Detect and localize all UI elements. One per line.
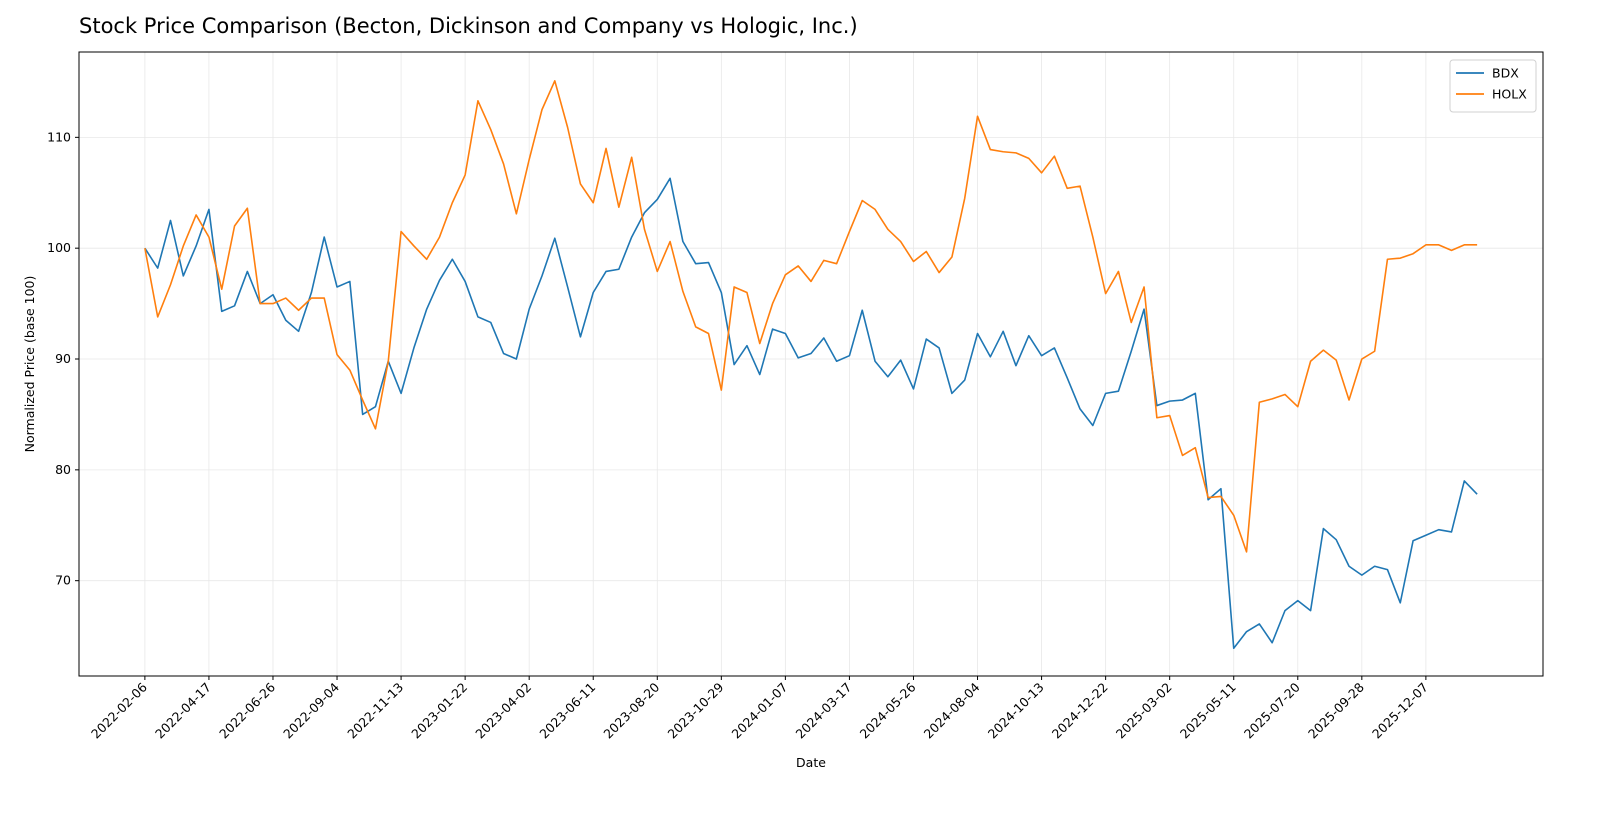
series-line	[144, 80, 1478, 553]
y-tick-label: 110	[47, 129, 71, 144]
chart-title: Stock Price Comparison (Becton, Dickinso…	[79, 14, 858, 38]
x-tick-label: 2025-12-07	[1369, 680, 1431, 742]
x-tick-label: 2023-04-02	[472, 680, 534, 742]
y-axis-label: Normalized Price (base 100)	[22, 276, 37, 453]
x-tick-label: 2025-03-02	[1113, 680, 1175, 742]
x-tick-label: 2023-01-22	[408, 680, 470, 742]
x-tick-label: 2024-03-17	[793, 680, 855, 742]
y-tick-label: 70	[55, 573, 71, 588]
series-line	[144, 177, 1478, 650]
x-tick-label: 2024-10-13	[985, 680, 1047, 742]
y-tick-label: 80	[55, 462, 71, 477]
x-tick-label: 2024-08-04	[921, 679, 983, 741]
y-tick-label: 90	[55, 351, 71, 366]
x-tick-label: 2022-06-26	[216, 679, 278, 741]
x-tick-label: 2023-08-20	[600, 679, 662, 741]
x-axis-label: Date	[796, 755, 826, 770]
x-tick-label: 2022-09-04	[280, 679, 342, 741]
plot-frame	[78, 51, 1544, 677]
x-tick-label: 2022-11-13	[344, 680, 406, 742]
x-tick-label: 2022-02-06	[88, 679, 150, 741]
x-tick-label: 2023-10-29	[664, 679, 726, 741]
x-tick-label: 2025-05-11	[1177, 680, 1239, 742]
x-tick-label: 2022-04-17	[152, 680, 214, 742]
legend-label: BDX	[1492, 66, 1519, 81]
legend-label: HOLX	[1492, 87, 1527, 102]
x-tick-label: 2024-01-07	[729, 680, 791, 742]
x-tick-label: 2023-06-11	[536, 680, 598, 742]
x-tick-label: 2024-12-22	[1049, 680, 1111, 742]
x-tick-label: 2025-09-28	[1305, 679, 1367, 741]
x-tick-label: 2025-07-20	[1241, 679, 1303, 741]
x-tick-label: 2024-05-26	[857, 679, 919, 741]
y-tick-label: 100	[47, 240, 71, 255]
